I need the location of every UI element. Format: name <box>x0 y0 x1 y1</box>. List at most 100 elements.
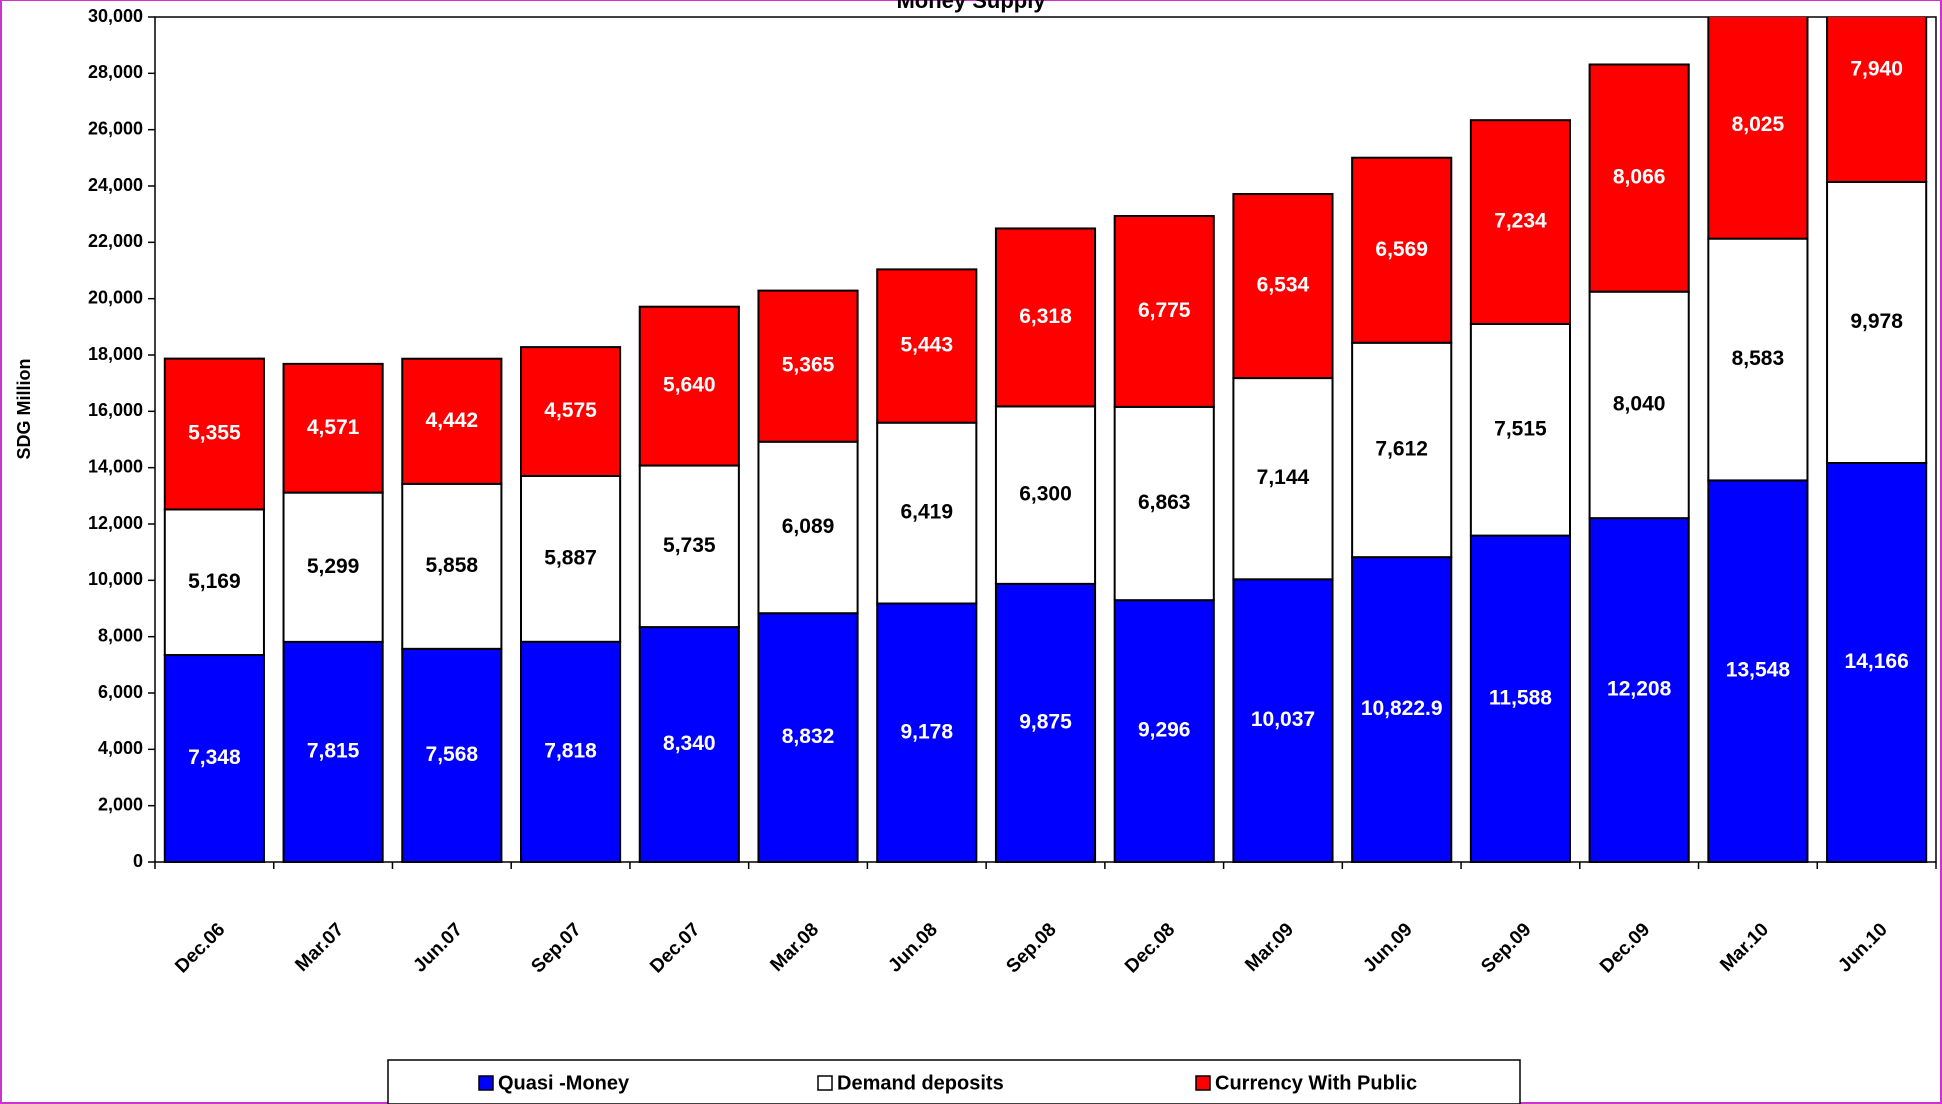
bar-segment <box>1707 479 1809 863</box>
bar-segment <box>1113 215 1215 408</box>
data-label: 14,166 <box>1845 650 1909 673</box>
data-label: 7,940 <box>1850 58 1903 81</box>
y-tick-label: 30,000 <box>88 6 143 26</box>
y-tick-label: 14,000 <box>88 456 143 476</box>
data-label: 7,568 <box>426 743 479 766</box>
data-label: 12,208 <box>1607 678 1672 701</box>
bar-segment <box>401 357 503 485</box>
bar-segment <box>282 640 384 863</box>
legend: Quasi -Money Demand deposits Currency Wi… <box>387 1059 1521 1104</box>
legend-swatch <box>478 1075 494 1091</box>
bar-segment <box>1469 534 1572 863</box>
x-tick-label: Dec.06 <box>171 919 229 977</box>
data-label: 4,442 <box>426 409 479 432</box>
legend-swatch <box>817 1075 833 1091</box>
y-tick-label: 22,000 <box>88 231 143 251</box>
x-tick-label: Dec.08 <box>1121 919 1179 977</box>
bar-segment <box>994 582 1097 863</box>
data-label: 6,775 <box>1138 299 1191 322</box>
legend-swatch <box>1195 1075 1211 1091</box>
y-tick-label: 18,000 <box>88 344 143 364</box>
x-tick-label: Mar.10 <box>1716 919 1773 976</box>
bar-segment <box>1707 237 1809 482</box>
y-tick-label: 8,000 <box>98 625 143 645</box>
data-label: 8,340 <box>663 732 716 755</box>
data-label: 5,640 <box>663 374 716 397</box>
bar-segment <box>638 626 740 863</box>
legend-label: Demand deposits <box>837 1072 1004 1094</box>
bars <box>163 17 1928 863</box>
bar-segment <box>994 227 1097 408</box>
bar-segment <box>757 289 859 443</box>
data-label: 6,318 <box>1019 305 1072 328</box>
data-label: 8,832 <box>782 725 835 748</box>
legend-label: Currency With Public <box>1215 1072 1417 1094</box>
bar-segment <box>1113 405 1215 602</box>
bar-segment <box>519 640 622 863</box>
data-label: 7,348 <box>188 746 241 769</box>
legend-box <box>387 1059 1521 1104</box>
data-label: 9,178 <box>900 720 953 743</box>
chart-title: Money Supply <box>896 0 1046 13</box>
bar-segment <box>1826 461 1928 863</box>
data-label: 10,037 <box>1251 708 1315 731</box>
y-tick-label: 12,000 <box>88 513 143 533</box>
bar-segment <box>994 405 1097 585</box>
data-label: 7,815 <box>307 739 360 762</box>
data-label: 13,548 <box>1726 659 1791 682</box>
bar-segment <box>1351 156 1453 344</box>
bar-segment <box>401 482 503 650</box>
data-label: 8,025 <box>1732 113 1785 136</box>
data-label: 6,863 <box>1138 491 1191 514</box>
data-label: 11,588 <box>1489 686 1552 709</box>
data-label: 7,234 <box>1494 210 1547 233</box>
data-label: 5,355 <box>188 422 241 445</box>
y-tick-label: 6,000 <box>98 682 143 702</box>
bar-segment <box>1588 290 1690 520</box>
data-label: 6,419 <box>900 501 953 524</box>
data-label: 8,583 <box>1732 347 1785 370</box>
data-label: 7,818 <box>544 739 597 762</box>
data-label: 5,299 <box>307 555 360 578</box>
data-label: 7,612 <box>1375 437 1428 460</box>
y-axis-label: SDG Million <box>14 359 34 460</box>
x-tick-label: Jun.07 <box>409 919 466 976</box>
legend-label: Quasi -Money <box>498 1072 630 1094</box>
x-tick-label: Jun.08 <box>884 919 941 976</box>
data-label: 5,735 <box>663 534 716 557</box>
bar-segment <box>163 357 265 511</box>
data-label: 4,571 <box>307 416 360 439</box>
x-tick-label: Mar.07 <box>292 919 349 976</box>
x-tick-label: Sep.09 <box>1477 919 1535 977</box>
bar-segment <box>1113 599 1215 863</box>
bar-segment <box>282 491 384 643</box>
data-label: 6,300 <box>1019 483 1072 506</box>
bar-segment <box>1826 17 1928 183</box>
bar-segment <box>163 508 265 657</box>
bar-segment <box>876 602 978 863</box>
data-label: 4,575 <box>544 399 597 422</box>
data-label: 7,144 <box>1257 466 1310 489</box>
bar-segment <box>1469 322 1572 537</box>
bar-segment <box>638 305 740 467</box>
data-label: 6,534 <box>1257 274 1310 297</box>
y-tick-label: 24,000 <box>88 175 143 195</box>
bar-segment <box>757 440 859 615</box>
x-tick-label: Dec.07 <box>646 919 704 977</box>
data-label: 5,365 <box>782 354 835 377</box>
bar-segment <box>519 346 622 477</box>
y-tick-label: 20,000 <box>88 287 143 307</box>
data-label: 8,066 <box>1613 166 1666 189</box>
bar-segment <box>282 362 384 494</box>
bar-segment <box>1232 578 1334 863</box>
data-label: 6,089 <box>782 515 835 538</box>
y-tick-label: 28,000 <box>88 62 143 82</box>
x-tick-label: Sep.07 <box>527 919 585 977</box>
data-label: 6,569 <box>1375 238 1428 261</box>
data-label: 5,887 <box>544 546 597 569</box>
bar-segment <box>1826 180 1928 464</box>
bar-segment <box>163 654 265 863</box>
data-label: 7,515 <box>1494 417 1547 440</box>
bar-segment <box>519 474 622 643</box>
y-tick-label: 16,000 <box>88 400 143 420</box>
